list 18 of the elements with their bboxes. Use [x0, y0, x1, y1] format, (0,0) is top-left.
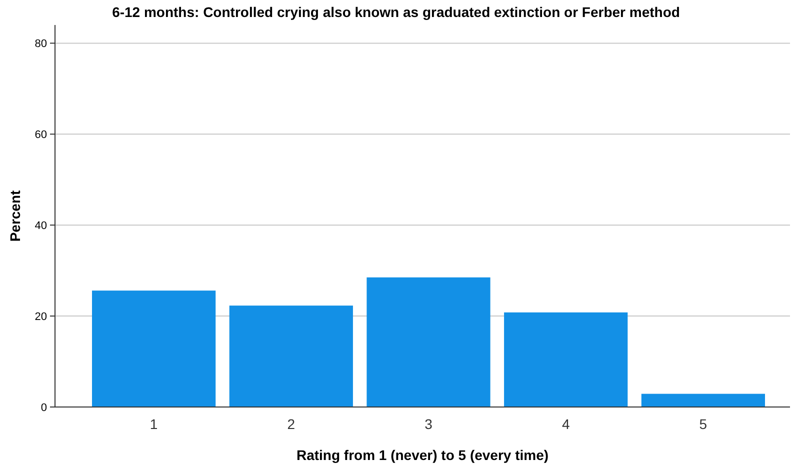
bar [229, 306, 353, 407]
x-tick-label: 3 [424, 416, 433, 432]
bar [641, 394, 765, 407]
chart-title: 6-12 months: Controlled crying also known as graduated extinction or Ferber method [112, 4, 680, 20]
x-tick-label: 5 [699, 416, 708, 432]
y-tick-label: 40 [34, 220, 47, 232]
x-tick-label: 4 [562, 416, 570, 432]
y-tick-label: 60 [34, 128, 47, 141]
y-axis-title: Percent [7, 190, 23, 242]
x-axis-title: Rating from 1 (never) to 5 (every time) [296, 447, 549, 463]
bar [366, 277, 490, 407]
bar [504, 312, 628, 407]
y-tick-label: 80 [34, 38, 47, 50]
x-tick-label: 2 [287, 416, 296, 432]
y-tick-label: 20 [34, 310, 47, 323]
x-tick-label: 1 [150, 416, 158, 432]
bar [92, 290, 216, 407]
y-tick-label: 0 [40, 402, 47, 414]
